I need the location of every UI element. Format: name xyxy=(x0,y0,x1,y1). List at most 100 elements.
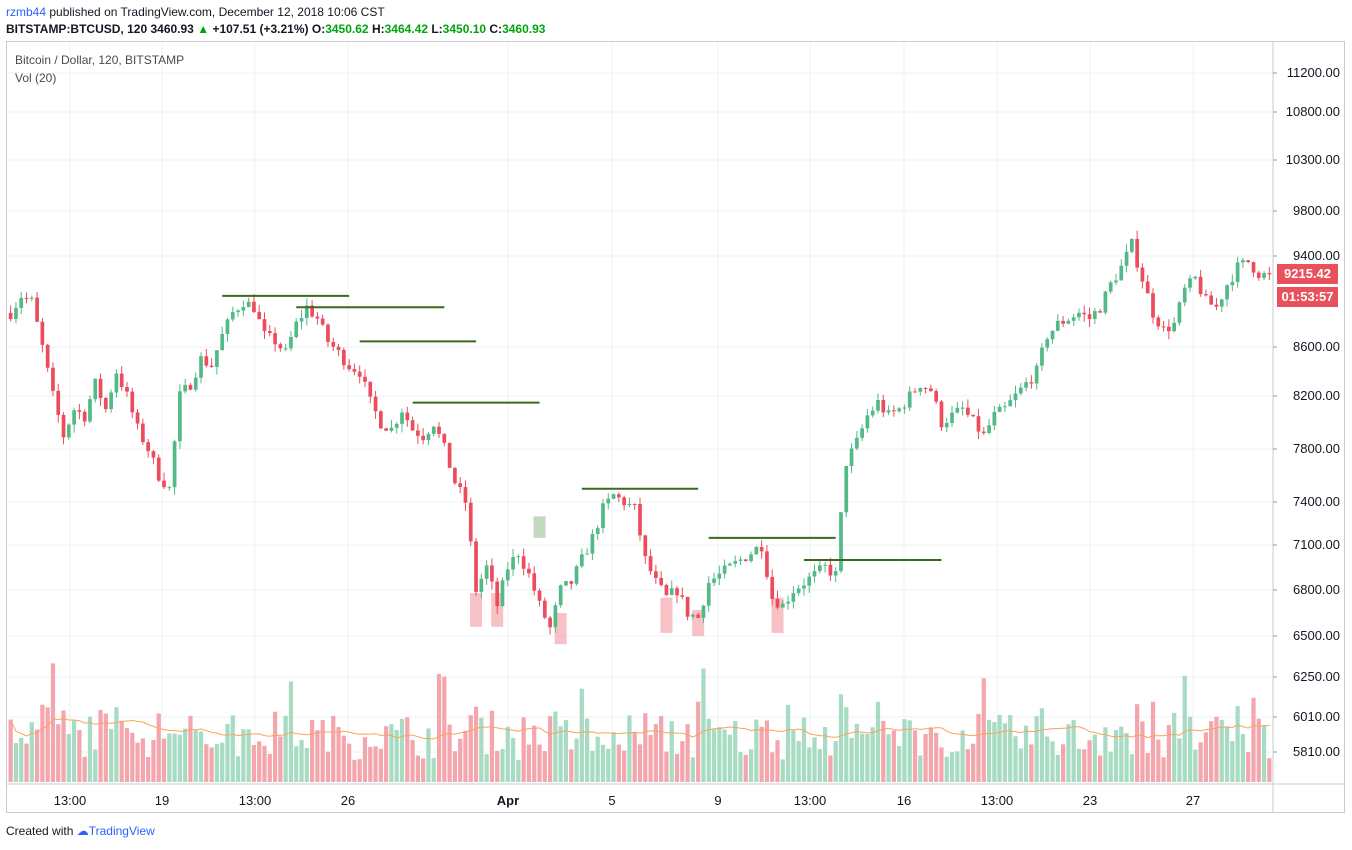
symbol-label: BITSTAMP:BTCUSD, 120 xyxy=(6,22,148,36)
candle-body xyxy=(606,498,611,504)
volume-bar xyxy=(791,729,796,782)
candle-body xyxy=(929,388,933,392)
volume-legend[interactable]: Vol (20) xyxy=(15,71,57,85)
volume-bar xyxy=(727,734,733,782)
x-tick-label: 9 xyxy=(714,793,721,808)
candle-body xyxy=(468,502,473,542)
publisher-link[interactable]: rzmb44 xyxy=(6,5,47,19)
low-value: 3450.10 xyxy=(442,22,487,36)
candle-body xyxy=(585,553,589,555)
volume-bar xyxy=(1018,748,1023,782)
candle-body xyxy=(717,573,722,579)
volume-bar xyxy=(431,758,436,782)
candle-body xyxy=(394,423,399,428)
candle-body xyxy=(135,412,140,424)
candle-body xyxy=(860,428,864,438)
volume-bar xyxy=(8,719,13,782)
volume-bar xyxy=(907,720,912,782)
volume-bar xyxy=(114,707,119,782)
candle-body xyxy=(246,301,251,307)
volume-bar xyxy=(93,749,98,782)
close-value: 3460.93 xyxy=(502,22,546,36)
volume-bar xyxy=(775,740,780,782)
y-tick-label: 7800.00 xyxy=(1293,441,1340,456)
volume-bar xyxy=(1261,725,1267,782)
volume-bar xyxy=(262,745,267,782)
candle-body xyxy=(1029,382,1034,384)
volume-bar xyxy=(738,752,743,782)
volume-bar xyxy=(484,754,489,782)
candle-body xyxy=(320,318,325,325)
level-lines xyxy=(222,294,942,561)
volume-bar xyxy=(955,751,960,782)
volume-bar xyxy=(1156,739,1161,782)
candle-body xyxy=(156,457,161,481)
candle-body xyxy=(892,410,896,412)
candle-body xyxy=(876,399,880,411)
volume-bar xyxy=(516,759,521,782)
volume-bar xyxy=(1214,716,1219,782)
volume-bar xyxy=(331,715,336,782)
candle-body xyxy=(1193,276,1198,279)
marker-box xyxy=(533,516,546,538)
volume-bar xyxy=(606,748,611,782)
volume-bar xyxy=(510,737,516,782)
price-change: +107.51 (+3.21%) xyxy=(212,22,309,36)
volume-bar xyxy=(77,730,82,782)
series-legend[interactable]: Bitcoin / Dollar, 120, BITSTAMP xyxy=(15,53,185,67)
candle-body xyxy=(273,333,277,345)
volume-bar xyxy=(622,750,627,782)
candle-body xyxy=(706,582,711,606)
volume-bar xyxy=(897,746,902,782)
volume-bar xyxy=(558,726,563,782)
tradingview-link[interactable]: TradingView xyxy=(88,824,155,838)
candle-body xyxy=(310,305,314,317)
volume-bar xyxy=(653,724,658,782)
candle-body xyxy=(103,398,108,410)
volume-bar xyxy=(944,756,949,782)
candle-body xyxy=(1098,311,1102,313)
volume-bar xyxy=(257,741,262,782)
candle-body xyxy=(289,337,293,349)
volume-bar xyxy=(489,710,495,782)
candle-body xyxy=(553,605,558,628)
candle-body xyxy=(997,406,1002,412)
candle-body xyxy=(1262,273,1266,278)
candle-body xyxy=(923,387,928,389)
candle-body xyxy=(35,297,39,322)
volume-bar xyxy=(886,734,891,782)
volume-bar xyxy=(1166,725,1171,782)
candle-body xyxy=(759,546,764,552)
candle-body xyxy=(1114,280,1118,283)
volume-bar xyxy=(1082,749,1087,782)
x-tick-label: 13:00 xyxy=(239,793,272,808)
candle-body xyxy=(458,483,463,488)
candle-body xyxy=(865,415,870,429)
candle-body xyxy=(622,497,626,506)
volume-bar xyxy=(817,749,822,782)
candle-body xyxy=(1077,312,1081,318)
candle-body xyxy=(579,554,584,567)
volume-bar xyxy=(325,751,331,782)
volume-bar xyxy=(399,718,405,782)
volume-bar xyxy=(764,720,770,782)
candle-body xyxy=(199,356,203,378)
volume-bar xyxy=(754,719,759,782)
volume-bar xyxy=(1124,732,1129,782)
volume-bar xyxy=(1055,754,1060,782)
candle-body xyxy=(1055,320,1060,331)
candle-body xyxy=(733,560,738,564)
volume-bar xyxy=(183,728,188,782)
candle-body xyxy=(691,614,695,617)
chart-frame[interactable] xyxy=(6,41,1345,813)
candle-body xyxy=(8,312,13,319)
volume-bar xyxy=(833,741,838,782)
volume-bars xyxy=(8,663,1272,782)
candle-body xyxy=(220,333,225,351)
x-tick-label: 13:00 xyxy=(981,793,1014,808)
candle-body xyxy=(574,566,579,584)
candle-body xyxy=(1251,262,1256,273)
volume-bar xyxy=(965,749,971,782)
tradingview-logo-icon[interactable]: ☁ xyxy=(76,824,89,838)
